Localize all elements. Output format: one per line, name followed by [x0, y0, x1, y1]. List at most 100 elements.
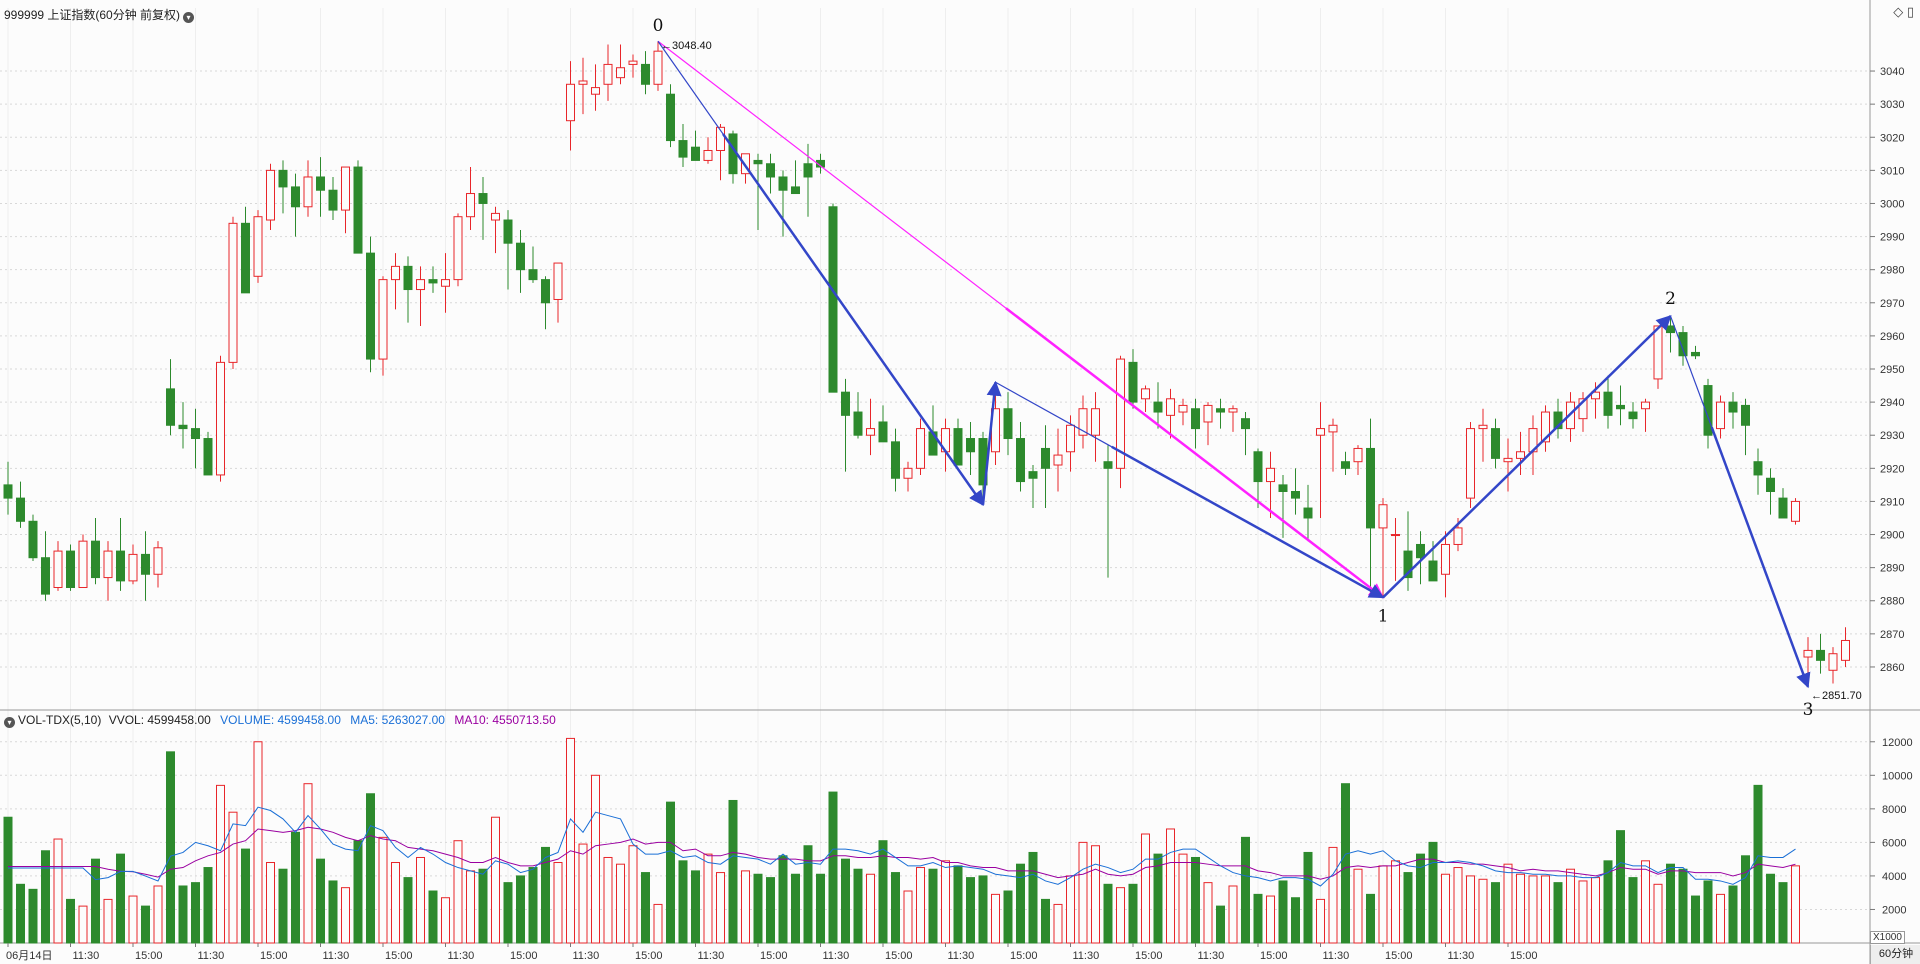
- candle: [141, 531, 150, 601]
- high-price-label: ←3048.40: [661, 40, 712, 52]
- candle-body: [1003, 408, 1013, 440]
- candle-body: [916, 428, 925, 469]
- candle: [53, 541, 63, 591]
- candle-body: [178, 424, 188, 430]
- candle: [678, 124, 688, 168]
- candle: [1228, 405, 1238, 432]
- candle: [1578, 392, 1588, 432]
- volume-bar: [116, 853, 125, 944]
- candle-body: [91, 540, 100, 579]
- candle-body: [666, 93, 675, 142]
- candle: [791, 160, 800, 195]
- wave-label-2: 2: [1665, 289, 1676, 309]
- volume-bar: [1766, 873, 1775, 944]
- candle-body: [203, 438, 213, 476]
- candle: [1503, 438, 1513, 492]
- volume-bar: [16, 883, 25, 944]
- volume-bar: [478, 868, 488, 944]
- volume-bar: [1603, 860, 1613, 944]
- candle-body: [566, 83, 575, 122]
- tick-label: 2890: [1880, 563, 1904, 575]
- candle: [1428, 541, 1438, 582]
- wave-annotations: 0 1 2 3 ←3048.40 ←2851.70: [653, 16, 1862, 720]
- candle: [1716, 395, 1725, 439]
- candle: [1728, 392, 1738, 429]
- candle: [41, 531, 50, 601]
- volume-bar: [1216, 905, 1225, 944]
- candle-body: [1366, 447, 1375, 529]
- candle: [1653, 325, 1663, 389]
- panel-toggle-icon[interactable]: ▯: [1906, 4, 1914, 19]
- volume-bar: [941, 860, 950, 944]
- candle-body: [1778, 497, 1788, 519]
- volume-bar: [691, 870, 700, 944]
- candle-body: [953, 428, 963, 466]
- candle-body: [1241, 418, 1250, 430]
- volume-multiplier: X1000: [1870, 931, 1905, 944]
- candle: [366, 236, 375, 373]
- candle: [1078, 395, 1088, 449]
- period-button[interactable]: 60分钟: [1870, 945, 1920, 964]
- candle: [228, 216, 238, 369]
- candle: [1391, 517, 1400, 581]
- candle-body: [16, 497, 25, 522]
- candle-body: [1216, 408, 1225, 413]
- candle-body: [416, 279, 425, 291]
- candle-body: [491, 212, 500, 221]
- volume-bar: [353, 840, 363, 944]
- candle: [1403, 511, 1413, 591]
- candle: [828, 203, 838, 393]
- tick-label: 2930: [1880, 430, 1904, 442]
- candle: [191, 408, 200, 469]
- volume-indicator-name: VOL-TDX(5,10): [18, 713, 102, 727]
- candle-body: [1303, 507, 1313, 519]
- volume-bar: [453, 840, 463, 944]
- candle-body: [1166, 398, 1175, 416]
- tick-label: 11:30: [823, 950, 850, 962]
- tick-label: 10000: [1882, 770, 1913, 782]
- volume-bar: [741, 870, 750, 944]
- volume-bar: [1341, 783, 1350, 944]
- wave-segment: [995, 381, 1113, 448]
- diamond-icon[interactable]: ◇: [1893, 4, 1904, 19]
- candle: [991, 382, 1000, 466]
- chevron-down-icon[interactable]: ▾: [4, 717, 15, 728]
- tick-label: 11:30: [73, 950, 100, 962]
- tick-label: 2950: [1880, 364, 1904, 376]
- candle-body: [1728, 401, 1738, 413]
- volume-value: VOLUME: 4599458.00: [220, 713, 341, 727]
- candle: [553, 262, 563, 323]
- candle: [816, 153, 825, 174]
- candle-body: [428, 279, 438, 284]
- candle-body: [316, 176, 325, 191]
- candle-body: [1341, 461, 1350, 469]
- volume-bar: [1091, 845, 1100, 944]
- candle: [391, 253, 400, 310]
- wave-lines: [657, 40, 1811, 689]
- candle: [328, 176, 338, 221]
- candle-body: [1253, 451, 1263, 483]
- candle: [316, 157, 325, 217]
- candle-body: [1378, 504, 1388, 529]
- volume-bar: [1378, 865, 1388, 944]
- candle-body: [841, 391, 850, 416]
- volume-bar: [403, 877, 413, 944]
- candle-body: [966, 438, 975, 453]
- candle: [166, 359, 175, 436]
- volume-bar: [1578, 880, 1588, 944]
- chevron-down-icon[interactable]: ▾: [183, 12, 195, 23]
- wave-segment: [1111, 445, 1385, 599]
- volume-bar: [1416, 853, 1425, 944]
- candle-body: [391, 265, 400, 281]
- candle-body: [541, 279, 550, 304]
- volume-bar: [791, 873, 800, 944]
- candle-body: [1191, 408, 1200, 430]
- candle-body: [1428, 560, 1438, 582]
- volume-bar: [766, 877, 775, 944]
- candle-body: [1491, 428, 1500, 459]
- candle-body: [1178, 404, 1188, 413]
- volume-bar: [716, 872, 725, 944]
- volume-bar: [753, 873, 763, 944]
- candle: [1016, 421, 1025, 492]
